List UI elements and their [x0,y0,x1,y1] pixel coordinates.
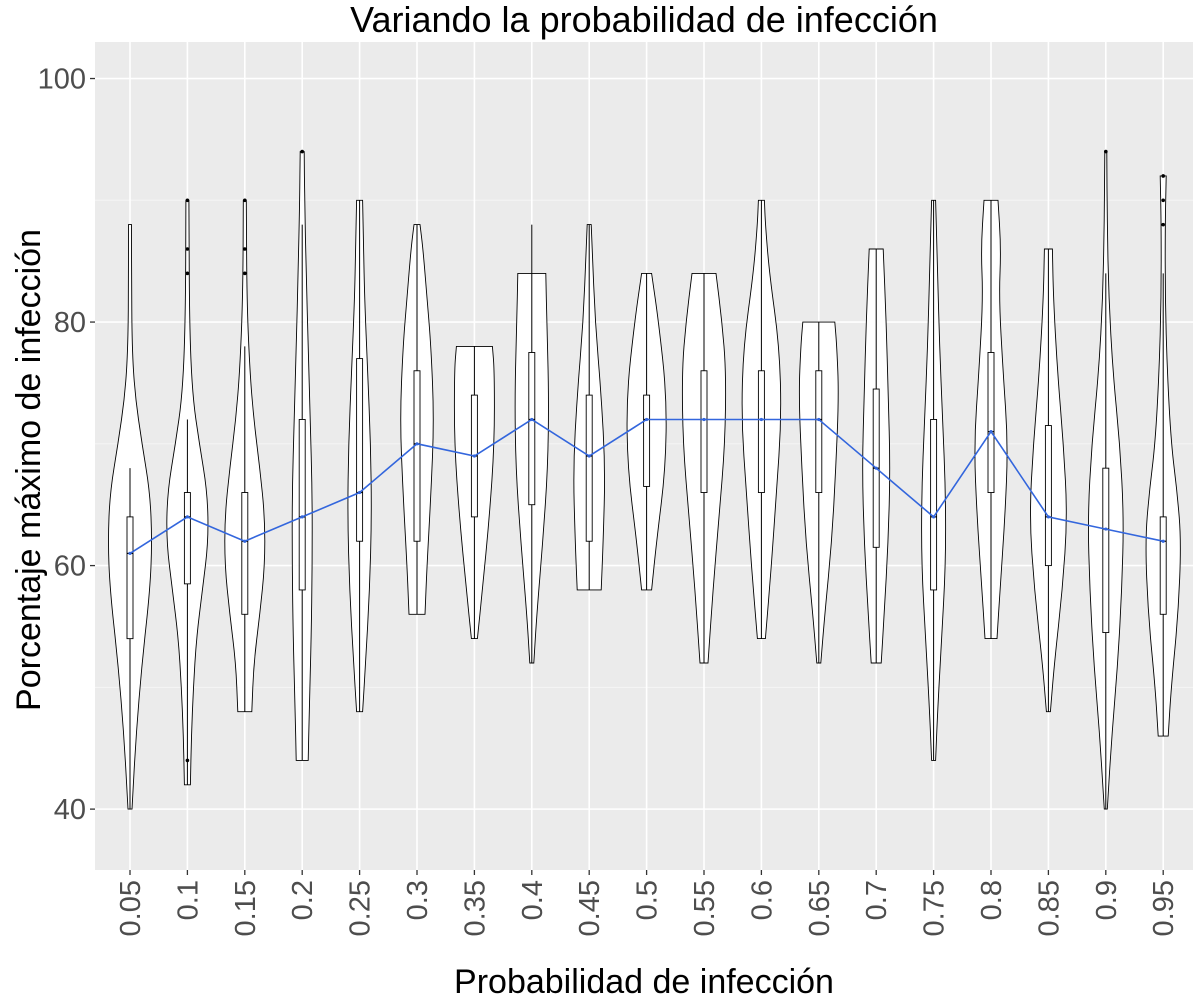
median-series-point [989,430,993,434]
x-tick-label: 0.2 [287,880,319,920]
median-series-point [243,539,247,543]
x-tick-label: 0.05 [115,880,147,936]
outlier-point [1104,149,1108,154]
median-series-point [472,454,476,458]
y-tick-label: 40 [54,794,86,826]
median-series-point [300,515,304,519]
median-series-point [128,551,132,556]
median-line [128,417,1165,556]
outlier-point [243,198,247,203]
median-series-point [530,417,534,422]
violin-group [974,199,1008,640]
violin-group [921,199,947,761]
x-tick-label: 0.6 [746,880,778,920]
iqr-box [298,419,306,591]
violin-group [400,224,434,615]
iqr-box [585,394,593,542]
x-tick-label: 0.1 [172,880,204,920]
median-series-point [874,466,878,470]
x-tick-label: 0.9 [1091,880,1123,920]
x-tick-label: 0.85 [1033,880,1065,936]
outlier-point [243,271,247,276]
outlier-point [185,271,190,276]
iqr-box [528,352,536,506]
outlier-point [185,247,190,251]
x-tick-label: 0.15 [230,880,262,936]
median-series-point [759,417,764,422]
outlier-point [1161,174,1165,178]
violin-group [224,198,266,713]
iqr-box [126,516,134,640]
iqr-box [700,370,708,493]
median-series-point [358,490,362,495]
iqr-box [930,419,938,591]
violin-group [514,224,549,664]
violin-group [626,272,667,591]
x-tick-label: 0.5 [632,880,664,920]
x-tick-label: 0.95 [1148,880,1180,936]
x-tick-label: 0.3 [402,880,434,920]
median-series-point [1161,539,1165,543]
median-series-point [702,417,706,422]
outlier-point [300,149,305,154]
y-tick-label: 60 [54,551,86,583]
outlier-point [185,758,190,763]
iqr-box [987,352,995,493]
median-series-point [645,417,649,422]
violin-group [166,198,209,786]
iqr-box [1159,516,1167,615]
iqr-box [1044,425,1052,567]
violin-group [291,149,313,761]
y-axis-ticks: 40 60 80 100 [38,64,95,826]
violin-group [1145,174,1181,737]
x-tick-label: 0.25 [345,880,377,936]
x-axis-ticks: 0.05 0.1 0.15 0.2 0.25 0.3 0.35 0.4 0.45 0.5 0.55 0… [115,870,1180,936]
iqr-box [241,492,249,615]
outlier-point [243,247,247,251]
x-tick-label: 0.35 [459,880,491,936]
x-tick-label: 0.8 [976,880,1008,920]
violin-group [573,224,605,591]
y-axis-title: Porcentaje máximo de infección [10,229,48,711]
iqr-box [1102,467,1110,634]
iqr-box [757,370,765,493]
outlier-point [1161,222,1165,227]
x-tick-label: 0.45 [574,880,606,936]
median-series-point [587,454,591,458]
y-tick-label: 80 [54,307,86,339]
median-series-point [1046,515,1050,519]
x-axis-title: Probabilidad de infección [454,963,834,1000]
x-tick-label: 0.65 [804,880,836,936]
iqr-box [815,370,823,493]
outlier-point [185,198,190,203]
violin-group [798,321,839,664]
median-series-point [1104,527,1108,531]
iqr-box [413,370,421,542]
median-series-point [415,442,419,446]
x-tick-label: 0.7 [861,880,893,920]
median-series-point [185,515,189,519]
outlier-point [1161,198,1165,203]
violin-group [347,199,372,713]
violin-group [681,272,727,664]
violin-group [1088,149,1124,810]
x-tick-label: 0.55 [689,880,721,936]
violin-group [108,224,152,810]
iqr-box [356,358,364,542]
median-series-point [932,515,936,519]
iqr-box [643,394,651,487]
y-tick-label: 100 [38,64,86,96]
median-series-point [817,417,821,422]
x-tick-label: 0.75 [919,880,951,936]
chart-title: Variando la probabilidad de infección [350,0,938,40]
violin-group [1030,248,1067,713]
x-tick-label: 0.4 [517,880,549,920]
iqr-box [183,492,191,585]
